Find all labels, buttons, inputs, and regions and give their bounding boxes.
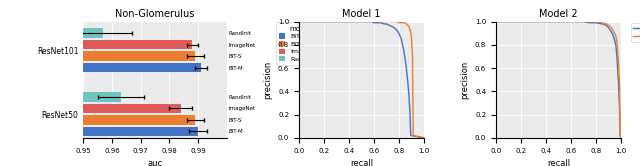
baseline — [613, 58, 621, 60]
filtered — [529, 21, 537, 23]
Bar — [83, 63, 201, 72]
filtered — [592, 21, 600, 23]
filtered — [614, 58, 622, 60]
filtered — [616, 134, 624, 136]
filtered — [573, 21, 581, 23]
X-axis label: auc: auc — [147, 159, 163, 166]
filtered — [504, 21, 512, 23]
baseline — [542, 21, 550, 23]
Bar — [83, 115, 195, 125]
baseline — [604, 26, 612, 28]
Title: Model 1: Model 1 — [342, 9, 381, 19]
baseline — [607, 30, 614, 32]
baseline — [612, 44, 620, 46]
baseline — [614, 79, 622, 81]
baseline — [573, 21, 581, 23]
filtered — [567, 21, 575, 23]
Y-axis label: precision: precision — [264, 61, 273, 99]
baseline — [504, 21, 512, 23]
Bar — [83, 104, 181, 113]
X-axis label: recall: recall — [350, 159, 373, 166]
filtered — [607, 26, 614, 28]
filtered — [586, 21, 593, 23]
filtered — [612, 35, 620, 37]
Bar — [83, 92, 120, 102]
filtered — [604, 24, 612, 26]
baseline — [616, 108, 623, 110]
filtered — [517, 21, 525, 23]
Legend: BIT-M, BIT-S, ImageNet, RandInit: BIT-M, BIT-S, ImageNet, RandInit — [276, 22, 324, 65]
baseline — [554, 21, 562, 23]
baseline — [617, 137, 625, 139]
filtered — [579, 21, 587, 23]
baseline — [579, 21, 587, 23]
baseline — [586, 22, 593, 24]
filtered — [617, 137, 625, 139]
Line: baseline: baseline — [496, 22, 621, 138]
baseline — [529, 21, 537, 23]
filtered — [602, 23, 610, 25]
Bar — [83, 40, 193, 49]
baseline — [592, 22, 600, 24]
Line: filtered: filtered — [496, 22, 621, 138]
filtered — [609, 30, 617, 32]
baseline — [567, 21, 575, 23]
Y-axis label: precision: precision — [460, 61, 469, 99]
Bar — [83, 28, 103, 38]
baseline — [616, 134, 624, 136]
filtered — [492, 21, 500, 23]
filtered — [542, 21, 550, 23]
Title: Non-Glomerulus: Non-Glomerulus — [115, 9, 195, 19]
baseline — [492, 21, 500, 23]
filtered — [554, 21, 562, 23]
Legend: baseline, filtered: baseline, filtered — [630, 23, 640, 42]
Title: Model 2: Model 2 — [539, 9, 578, 19]
baseline — [517, 21, 525, 23]
baseline — [609, 35, 617, 37]
Bar — [83, 51, 195, 61]
Bar — [83, 127, 198, 136]
baseline — [598, 23, 606, 25]
baseline — [602, 24, 610, 26]
filtered — [616, 84, 623, 86]
filtered — [598, 22, 606, 24]
filtered — [613, 42, 621, 43]
X-axis label: recall: recall — [547, 159, 570, 166]
